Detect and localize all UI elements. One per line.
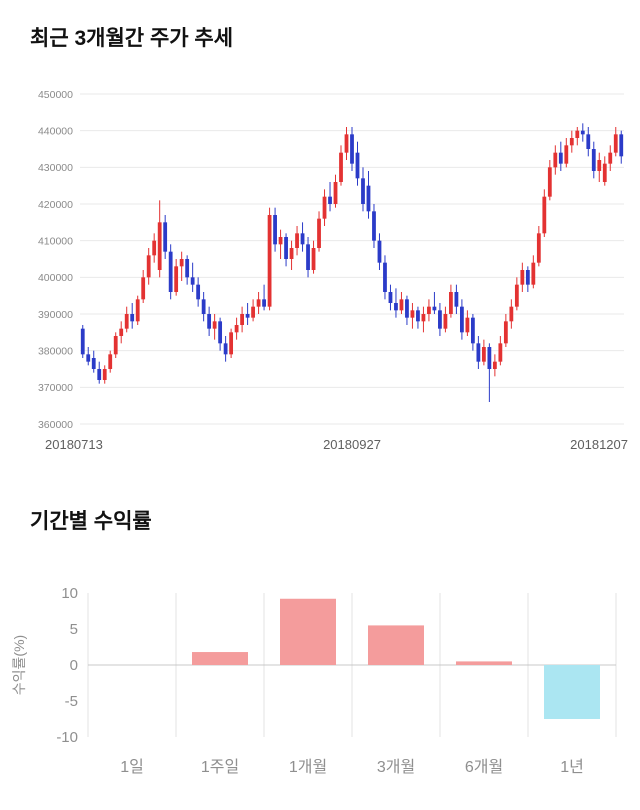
svg-text:370000: 370000 [38,382,73,394]
svg-text:5: 5 [70,621,78,638]
returns-bar-chart: 10 5 0 -5 -10 수익률(%) 1일 1주일 1개월 3개월 6개월 1년 [11,585,617,776]
svg-text:1년: 1년 [560,758,584,776]
svg-text:360000: 360000 [38,419,73,431]
svg-text:3개월: 3개월 [377,758,415,776]
svg-text:6개월: 6개월 [465,758,503,776]
svg-text:440000: 440000 [38,125,73,137]
svg-text:0: 0 [70,657,78,674]
svg-text:380000: 380000 [38,345,73,357]
svg-text:1주일: 1주일 [201,758,239,776]
svg-text:420000: 420000 [38,199,73,211]
svg-text:20180927: 20180927 [323,437,381,452]
returns-chart-title: 기간별 수익률 [30,510,152,533]
price-chart-title: 최근 3개월간 주가 추세 [30,27,234,50]
svg-text:20181207: 20181207 [570,437,628,452]
svg-text:430000: 430000 [38,162,73,174]
svg-text:450000: 450000 [38,89,73,101]
svg-text:-5: -5 [65,693,78,710]
svg-text:390000: 390000 [38,309,73,321]
svg-text:1개월: 1개월 [289,758,327,776]
price-candlestick-chart: 360000 370000 380000 390000 400000 410000 4200… [38,89,628,452]
svg-text:-10: -10 [56,729,78,746]
svg-text:1일: 1일 [120,758,144,776]
svg-text:10: 10 [61,585,78,602]
svg-text:수익률(%): 수익률(%) [11,635,27,695]
svg-text:20180713: 20180713 [45,437,103,452]
svg-text:400000: 400000 [38,272,73,284]
svg-text:410000: 410000 [38,235,73,247]
